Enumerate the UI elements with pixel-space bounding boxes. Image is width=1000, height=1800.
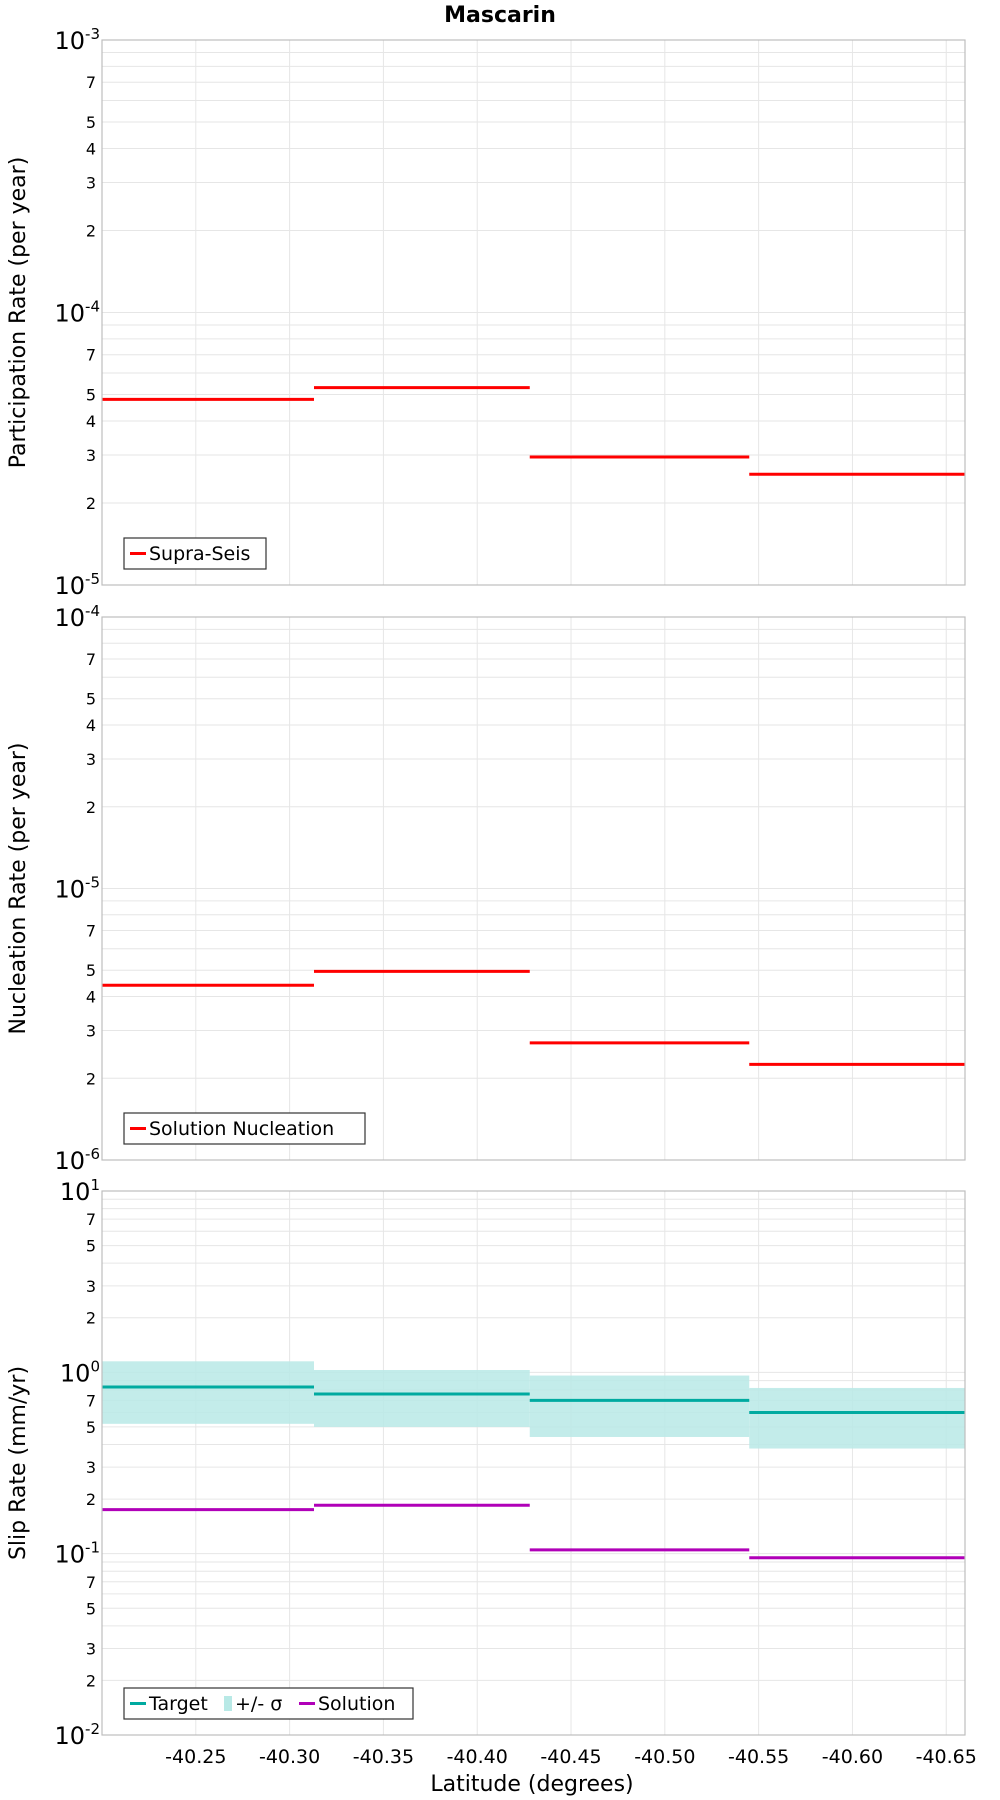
y-tick-labels: 10-2 10-1 100 101 2 3 5 7 2 3 5 7 2 3 5 7 xyxy=(54,1176,100,1750)
y-tick-minor: 3 xyxy=(86,1458,96,1477)
x-tick-label: -40.50 xyxy=(634,1746,695,1768)
gridlines xyxy=(102,1191,965,1736)
panel-nucleation: 10-6 10-5 10-4 2 3 4 5 7 2 3 4 5 7 Nucleation Rate (p… xyxy=(6,602,966,1175)
panel-slip: 10-2 10-1 100 101 2 3 5 7 2 3 5 7 2 3 5 7 Slip Rate (mm/… xyxy=(6,1176,977,1768)
y-axis-label: Slip Rate (mm/yr) xyxy=(6,1366,31,1560)
sigma-band-segment xyxy=(749,1387,965,1449)
x-tick-label: -40.55 xyxy=(728,1746,789,1768)
y-tick-major: 10-6 xyxy=(54,1145,100,1175)
y-tick-minor: 4 xyxy=(86,716,96,735)
y-tick-minor: 4 xyxy=(86,139,96,158)
y-tick-minor: 4 xyxy=(86,988,96,1007)
y-tick-minor: 7 xyxy=(86,346,96,365)
legend: Supra-Seis xyxy=(123,537,267,570)
y-tick-minor: 5 xyxy=(86,386,96,405)
legend: Solution Nucleation xyxy=(123,1112,366,1145)
y-tick-minor: 3 xyxy=(86,1021,96,1040)
y-axis-label: Nucleation Rate (per year) xyxy=(6,743,31,1035)
y-axis-label: Participation Rate (per year) xyxy=(6,157,31,469)
x-tick-label: -40.40 xyxy=(447,1746,508,1768)
y-tick-minor: 5 xyxy=(86,1237,96,1256)
y-tick-major: 10-5 xyxy=(54,570,100,600)
legend-entry: Solution Nucleation xyxy=(149,1118,334,1140)
x-axis-label: Latitude (degrees) xyxy=(430,1772,633,1797)
x-tick-label: -40.65 xyxy=(916,1746,977,1768)
y-tick-minor: 2 xyxy=(86,1490,96,1509)
y-tick-major: 101 xyxy=(60,1176,100,1206)
plot-frame xyxy=(101,1190,966,1736)
x-tick-label: -40.35 xyxy=(353,1746,414,1768)
y-tick-minor: 2 xyxy=(86,221,96,240)
y-tick-labels: 10-5 10-4 10-3 2 3 4 5 7 2 3 4 5 7 xyxy=(54,25,100,600)
y-tick-minor: 7 xyxy=(86,73,96,92)
legend-entry: Supra-Seis xyxy=(149,543,250,565)
y-tick-minor: 5 xyxy=(86,1599,96,1618)
y-tick-minor: 7 xyxy=(86,1210,96,1229)
y-tick-minor: 7 xyxy=(86,650,96,669)
legend-box xyxy=(123,537,267,570)
y-tick-minor: 5 xyxy=(86,961,96,980)
panel-participation: 10-5 10-4 10-3 2 3 4 5 7 2 3 4 5 7 Participation Rate… xyxy=(6,25,966,600)
y-tick-major: 10-2 xyxy=(54,1720,100,1750)
y-tick-minor: 5 xyxy=(86,1418,96,1437)
plot-frame xyxy=(101,39,966,586)
gridlines xyxy=(102,617,965,1161)
y-tick-major: 10-4 xyxy=(54,602,100,632)
legend-box xyxy=(123,1112,366,1145)
y-tick-minor: 5 xyxy=(86,113,96,132)
y-tick-minor: 4 xyxy=(86,412,96,431)
y-tick-minor: 7 xyxy=(86,1391,96,1410)
y-tick-minor: 3 xyxy=(86,173,96,192)
y-tick-minor: 3 xyxy=(86,750,96,769)
legend: Target +/- σ Solution xyxy=(123,1687,414,1720)
x-tick-label: -40.30 xyxy=(259,1746,320,1768)
sigma-band-segment xyxy=(529,1375,750,1437)
x-tick-label: -40.60 xyxy=(822,1746,883,1768)
legend-entry: Solution xyxy=(318,1693,395,1715)
y-tick-minor: 5 xyxy=(86,690,96,709)
y-tick-minor: 3 xyxy=(86,446,96,465)
legend-box xyxy=(123,1687,414,1720)
legend-entry: +/- σ xyxy=(235,1693,282,1715)
x-tick-label: -40.45 xyxy=(540,1746,601,1768)
y-tick-minor: 2 xyxy=(86,494,96,513)
plot-frame xyxy=(101,616,966,1161)
y-tick-labels: 10-6 10-5 10-4 2 3 4 5 7 2 3 4 5 7 xyxy=(54,602,100,1175)
y-tick-minor: 2 xyxy=(86,1309,96,1328)
legend-swatch-band xyxy=(224,1696,232,1711)
sigma-band-segment xyxy=(313,1370,530,1427)
y-tick-minor: 3 xyxy=(86,1639,96,1658)
y-tick-minor: 7 xyxy=(86,1573,96,1592)
sigma-band-segment xyxy=(102,1361,314,1424)
y-tick-minor: 2 xyxy=(86,1671,96,1690)
y-tick-major: 10-5 xyxy=(54,874,100,904)
x-tick-labels: -40.25 -40.30 -40.35 -40.40 -40.45 -40.50 -40.… xyxy=(165,1746,977,1768)
y-tick-minor: 2 xyxy=(86,1069,96,1088)
y-tick-minor: 3 xyxy=(86,1277,96,1296)
gridlines xyxy=(102,40,965,586)
x-tick-label: -40.25 xyxy=(165,1746,226,1768)
y-tick-major: 10-3 xyxy=(54,25,100,55)
y-tick-minor: 2 xyxy=(86,798,96,817)
y-tick-minor: 7 xyxy=(86,922,96,941)
y-tick-major: 100 xyxy=(60,1357,100,1387)
chart-title: Mascarin xyxy=(444,3,556,28)
y-tick-major: 10-1 xyxy=(54,1539,100,1569)
y-tick-major: 10-4 xyxy=(54,298,100,328)
legend-entry: Target xyxy=(148,1693,208,1715)
series-- xyxy=(102,1361,965,1449)
